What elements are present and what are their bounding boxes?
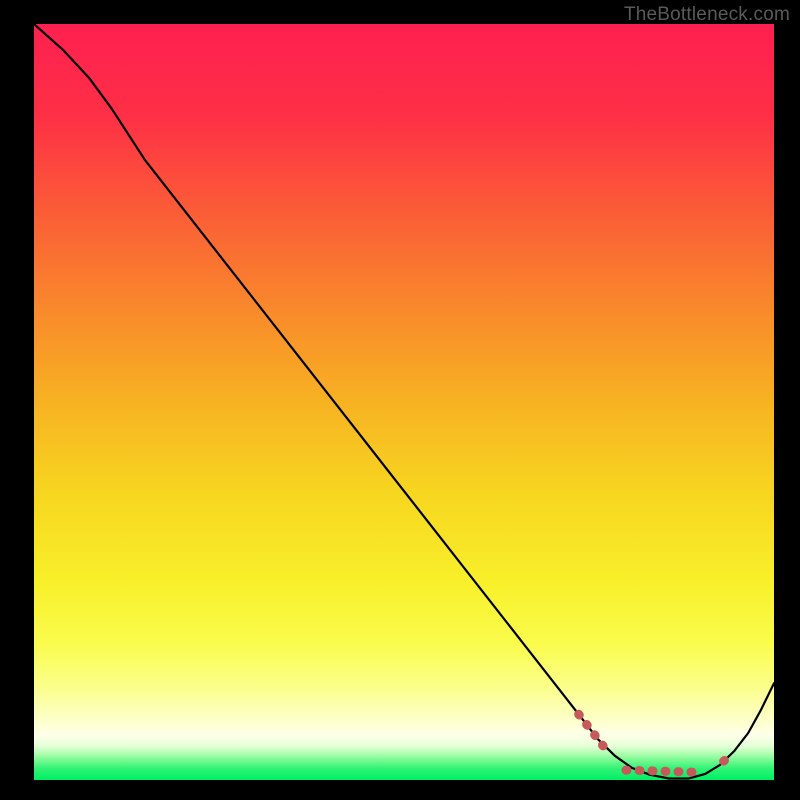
plot-area [34,24,774,780]
gradient-background [34,24,774,780]
watermark-text: TheBottleneck.com [624,4,790,26]
chart-frame: TheBottleneck.com [0,0,800,800]
dotted-segment [626,770,704,772]
chart-svg [34,24,774,780]
